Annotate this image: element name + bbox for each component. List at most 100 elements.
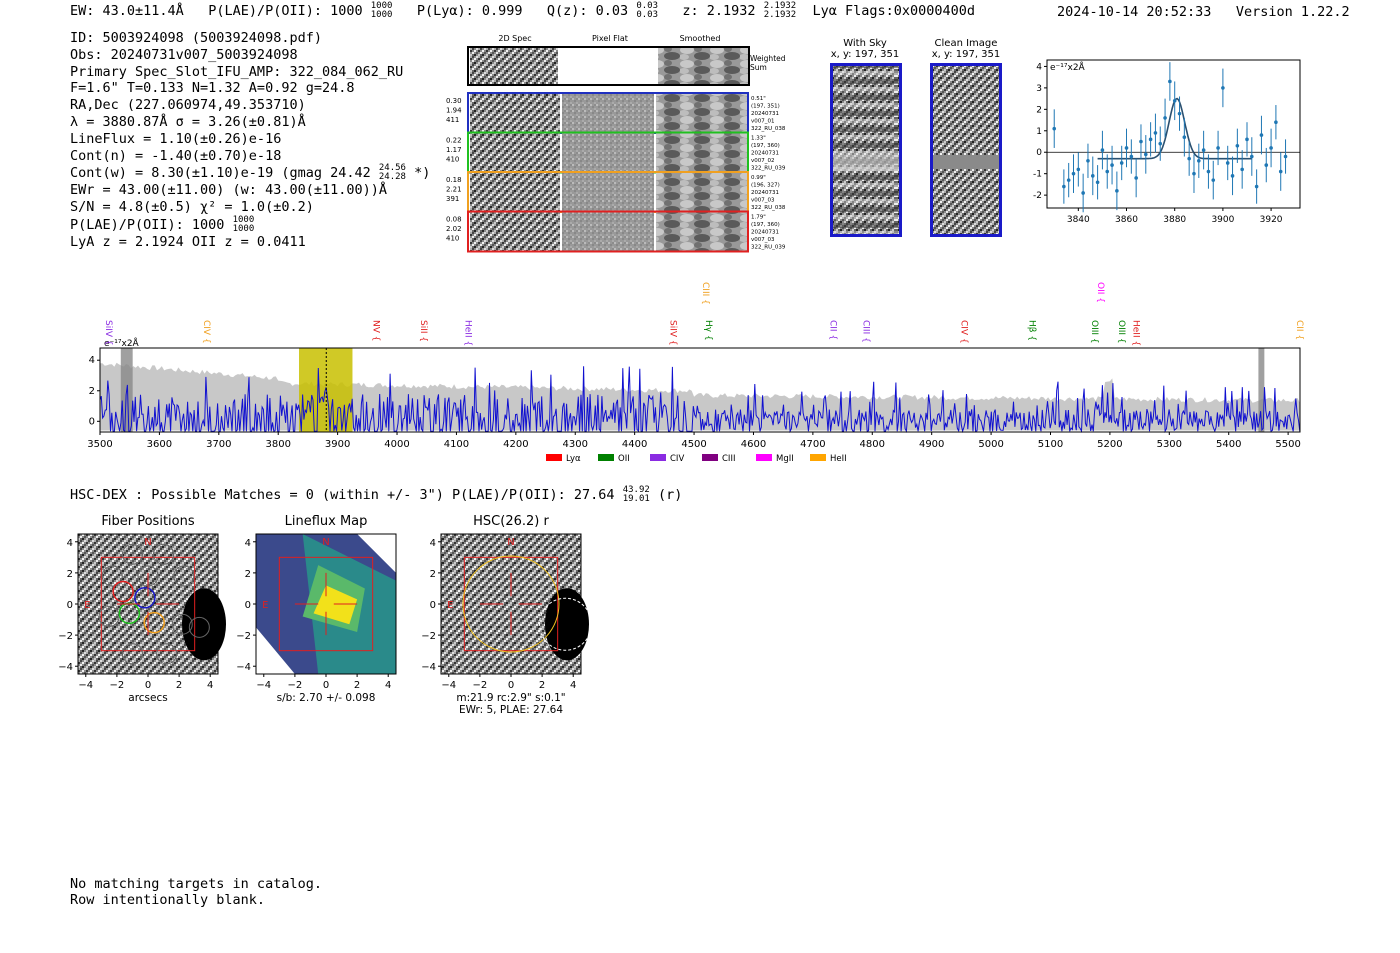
hsc-xtick-label: 4	[385, 680, 391, 691]
lineflux-edge	[357, 534, 396, 573]
zoom-point	[1240, 167, 1244, 172]
with-sky-image	[830, 63, 902, 237]
spec-line-id: SiIV {	[103, 320, 113, 346]
cutout-right-label: 1.33"	[751, 136, 766, 142]
info-block: ID: 5003924098 (5003924098.pdf) Obs: 202…	[70, 30, 430, 251]
ws-label-2: Sum	[750, 63, 767, 72]
header-z-frac: 2.1932 2.1932	[763, 1, 797, 20]
hsc-ytick-label: 4	[430, 538, 436, 549]
hsc-ytick-label: 2	[430, 569, 436, 580]
aperture-box	[278, 556, 374, 652]
hsc-panel-title: Lineflux Map	[285, 514, 368, 529]
hsc-xtick-label: 0	[145, 680, 151, 691]
hsc-panel-2: HSC(26.2) r N E −4 −4 −2 −2 0 0 2 2 4 4 m:21.9 rc:2.9…	[421, 514, 592, 716]
ws-pixelflat	[558, 48, 658, 84]
fiber-circle	[156, 643, 178, 665]
header-bar: EW: 43.0±11.4Å P(LAE)/P(OII): 1000 1000 1…	[70, 2, 975, 20]
spec-frame	[99, 347, 1301, 433]
header-right: 2024-10-14 20:52:33 Version 1.22.2	[1057, 4, 1350, 20]
spec-line-id: CIII {	[700, 282, 710, 305]
hsc-ytick-label: −2	[421, 631, 436, 642]
cutout-pixelflat-3	[562, 212, 654, 251]
cutout-left-label: 0.08	[446, 216, 462, 224]
fiber-highlight	[134, 587, 156, 609]
spec-xtick-label: 5200	[1097, 439, 1122, 450]
info-contn: Cont(n) = -1.40(±0.70)e-18	[70, 147, 282, 164]
cutout-frame-3	[467, 210, 749, 253]
cutout-pixelflat-2	[562, 173, 654, 211]
zoom-ytick-label: 1	[1036, 127, 1042, 137]
zoom-point	[1081, 191, 1085, 195]
header-plya: P(Lyα): 0.999	[416, 3, 523, 19]
zoom-point	[1254, 184, 1259, 189]
col-title-2dspec: 2D Spec	[498, 34, 531, 43]
cutout-right-label: 322_RU_038	[751, 205, 786, 211]
info-obs: Obs: 20240731v007_5003924098	[70, 46, 298, 63]
spec-xtick-label: 3800	[265, 439, 290, 450]
zoom-xtick-label: 3920	[1260, 215, 1283, 225]
compass-e: E	[262, 600, 268, 611]
zoom-point	[1192, 171, 1196, 176]
cutout-smoothed-3	[656, 212, 748, 251]
legend-swatch	[756, 454, 772, 461]
cutout-right-label: 322_RU_038	[751, 126, 786, 132]
ws-2dspec	[470, 48, 558, 84]
spec-xtick-label: 5300	[1157, 439, 1182, 450]
header-ew: EW: 43.0±11.4Å	[70, 3, 184, 19]
zoom-point	[1187, 156, 1191, 161]
cutout-right-label: 0.51"	[751, 96, 766, 102]
info-lineflux: LineFlux = 1.10(±0.26)e-16	[70, 130, 282, 147]
spec-xtick-label: 3500	[87, 439, 112, 450]
zoom-point	[1139, 139, 1143, 144]
legend-label: Lyα	[566, 454, 581, 464]
fiber-circle	[121, 643, 143, 665]
zoom-point	[1221, 86, 1225, 90]
zoom-point	[1134, 176, 1138, 180]
zoom-xtick-label: 3880	[1163, 215, 1186, 225]
spec-xtick-label: 4100	[444, 439, 469, 450]
spec-ytick-label: 4	[89, 355, 95, 366]
with-sky-title: With Sky x, y: 197, 351	[830, 38, 900, 60]
zoom-plot: -2 -1 0 1 2 3 4 3840 3860 3880 3900 3920 e⁻¹⁷x2Å	[1033, 59, 1301, 225]
hsc-summary: HSC-DEX : Possible Matches = 0 (within +…	[70, 485, 683, 504]
hsc-ytick-label: −2	[236, 631, 251, 642]
info-sn: S/N = 4.8(±0.5) χ² = 1.0(±0.2)	[70, 199, 314, 216]
aperture-box	[463, 556, 559, 652]
legend-label: CIII	[722, 454, 735, 464]
cutout-right-label: 322_RU_039	[751, 166, 786, 172]
fiber-circle	[101, 565, 123, 587]
zoom-point	[1105, 169, 1110, 174]
legend-label: HeII	[830, 454, 847, 464]
spec-xtick-label: 4800	[860, 439, 885, 450]
zoom-point	[1124, 146, 1129, 150]
hsc-xtick-label: −2	[288, 680, 303, 691]
spec-xtick-label: 4900	[919, 439, 944, 450]
zoom-point	[1216, 146, 1220, 150]
zoom-point	[1062, 184, 1066, 189]
hsc-panel-title: HSC(26.2) r	[473, 514, 549, 529]
fiber-highlight	[118, 602, 141, 625]
legend-swatch	[598, 454, 614, 461]
hsc-ytick-label: −4	[236, 662, 251, 673]
zoom-point	[1143, 152, 1148, 157]
zoom-ytick-label: 3	[1036, 84, 1042, 94]
spec-xtick-label: 5500	[1275, 439, 1300, 450]
hsc-xtick-label: 4	[570, 680, 576, 691]
cutout-right-label: v007_01	[751, 119, 775, 125]
bright-source	[545, 588, 589, 661]
spec-ytick-label: 2	[89, 386, 95, 397]
cutout-pixelflat-0	[562, 94, 654, 132]
spec-xtick-label: 3900	[325, 439, 350, 450]
hsc-panel-0: Fiber Positions N E −4 −4 −2 −2 0 0 2 2 4 4 arcsecs	[58, 514, 226, 704]
hsc-xtick-label: 2	[176, 680, 182, 691]
cutout-left-label: 2.02	[446, 225, 462, 233]
legend-swatch	[702, 454, 718, 461]
info-radec: RA,Dec (227.060974,49.353710)	[70, 97, 306, 114]
lineflux-peak	[313, 585, 358, 625]
cutout-left-label: 0.18	[446, 176, 462, 184]
info-primary: Primary Spec_Slot_IFU_AMP: 322_084_062_R…	[70, 63, 404, 80]
cutout-smoothed-1	[656, 133, 748, 172]
zoom-point	[1278, 169, 1283, 174]
header-plae: P(LAE)/P(OII): 1000	[208, 3, 363, 19]
zoom-xtick-label: 3840	[1067, 215, 1090, 225]
